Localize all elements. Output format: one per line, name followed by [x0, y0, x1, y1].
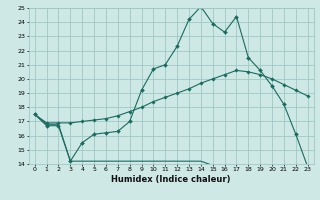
X-axis label: Humidex (Indice chaleur): Humidex (Indice chaleur): [111, 175, 231, 184]
